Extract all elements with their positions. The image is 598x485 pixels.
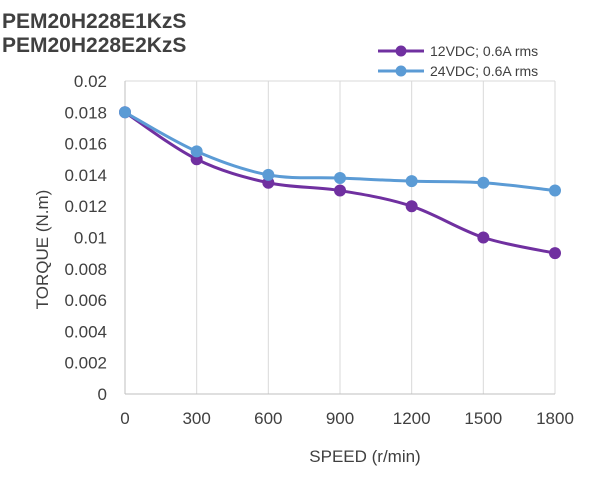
series-1 <box>119 106 561 197</box>
x-tick-label: 600 <box>254 409 282 428</box>
legend-entry: 24VDC; 0.6A rms <box>378 63 538 79</box>
data-point <box>477 231 490 244</box>
legend-label: 12VDC; 0.6A rms <box>430 43 538 59</box>
legend-label: 24VDC; 0.6A rms <box>430 63 538 79</box>
data-point <box>119 106 131 119</box>
x-tick-label: 1500 <box>464 409 502 428</box>
x-tick-label: 300 <box>182 409 210 428</box>
data-point <box>190 145 203 158</box>
x-tick-label: 1800 <box>536 409 574 428</box>
y-tick-label: 0.006 <box>64 291 107 310</box>
legend-entry: 12VDC; 0.6A rms <box>378 43 538 59</box>
y-axis-label: TORQUE (N.m) <box>33 190 52 310</box>
y-tick-label: 0.02 <box>74 72 107 91</box>
axes <box>124 81 555 395</box>
x-axis-label: SPEED (r/min) <box>309 447 420 466</box>
y-tick-label: 0.012 <box>64 197 107 216</box>
x-tick-labels: 0 300 600 900 1200 1500 1800 <box>120 409 574 428</box>
data-series <box>119 106 561 260</box>
x-tick-label: 900 <box>326 409 354 428</box>
y-tick-label: 0.018 <box>64 103 107 122</box>
legend-marker <box>395 65 407 77</box>
y-tick-label: 0.002 <box>64 354 107 373</box>
y-tick-label: 0.01 <box>74 229 107 248</box>
legend-marker <box>395 45 407 57</box>
data-point <box>549 247 561 260</box>
gridlines <box>125 80 556 394</box>
y-tick-label: 0.014 <box>64 166 107 185</box>
data-point <box>405 200 418 213</box>
data-point <box>477 176 490 189</box>
data-point <box>549 184 561 197</box>
legend: 12VDC; 0.6A rms 24VDC; 0.6A rms <box>378 43 538 79</box>
data-point <box>334 172 346 185</box>
y-tick-labels: 0 0.002 0.004 0.006 0.008 0.01 0.012 0.014 0.016… <box>64 72 107 404</box>
data-point <box>262 168 275 181</box>
x-tick-label: 0 <box>120 409 129 428</box>
chart-title-line-1: PEM20H228E1KzS <box>2 10 187 33</box>
x-tick-label: 1200 <box>393 409 431 428</box>
y-tick-label: 0 <box>98 385 107 404</box>
data-point <box>405 175 418 188</box>
data-point <box>334 184 346 197</box>
chart-title-line-2: PEM20H228E2KzS <box>2 34 187 57</box>
y-tick-label: 0.008 <box>64 260 107 279</box>
y-tick-label: 0.004 <box>64 322 107 341</box>
y-tick-label: 0.016 <box>64 135 107 154</box>
